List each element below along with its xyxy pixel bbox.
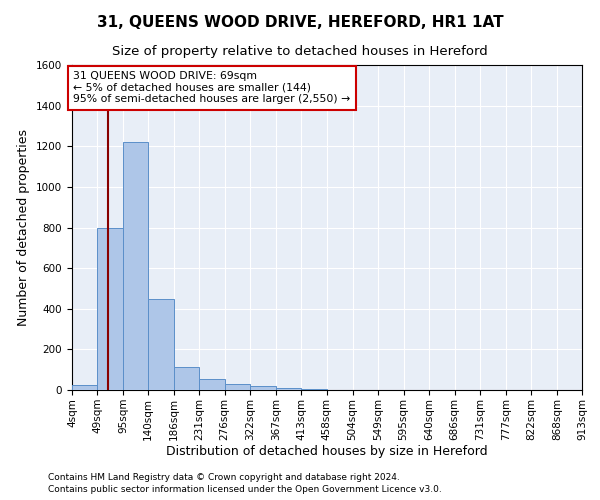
Y-axis label: Number of detached properties: Number of detached properties	[17, 129, 31, 326]
Text: 31, QUEENS WOOD DRIVE, HEREFORD, HR1 1AT: 31, QUEENS WOOD DRIVE, HEREFORD, HR1 1AT	[97, 15, 503, 30]
Bar	[72, 385, 97, 390]
Text: Contains public sector information licensed under the Open Government Licence v3: Contains public sector information licen…	[48, 485, 442, 494]
X-axis label: Distribution of detached houses by size in Hereford: Distribution of detached houses by size …	[166, 446, 488, 458]
Bar	[250, 386, 275, 390]
Text: Size of property relative to detached houses in Hereford: Size of property relative to detached ho…	[112, 45, 488, 58]
Bar	[123, 142, 148, 390]
Bar	[301, 389, 327, 390]
Bar	[224, 384, 250, 390]
Bar	[174, 366, 199, 390]
Bar	[275, 388, 301, 390]
Bar	[97, 228, 123, 390]
Text: Contains HM Land Registry data © Crown copyright and database right 2024.: Contains HM Land Registry data © Crown c…	[48, 474, 400, 482]
Bar	[199, 379, 224, 390]
Text: 31 QUEENS WOOD DRIVE: 69sqm
← 5% of detached houses are smaller (144)
95% of sem: 31 QUEENS WOOD DRIVE: 69sqm ← 5% of deta…	[73, 71, 350, 104]
Bar	[148, 298, 174, 390]
